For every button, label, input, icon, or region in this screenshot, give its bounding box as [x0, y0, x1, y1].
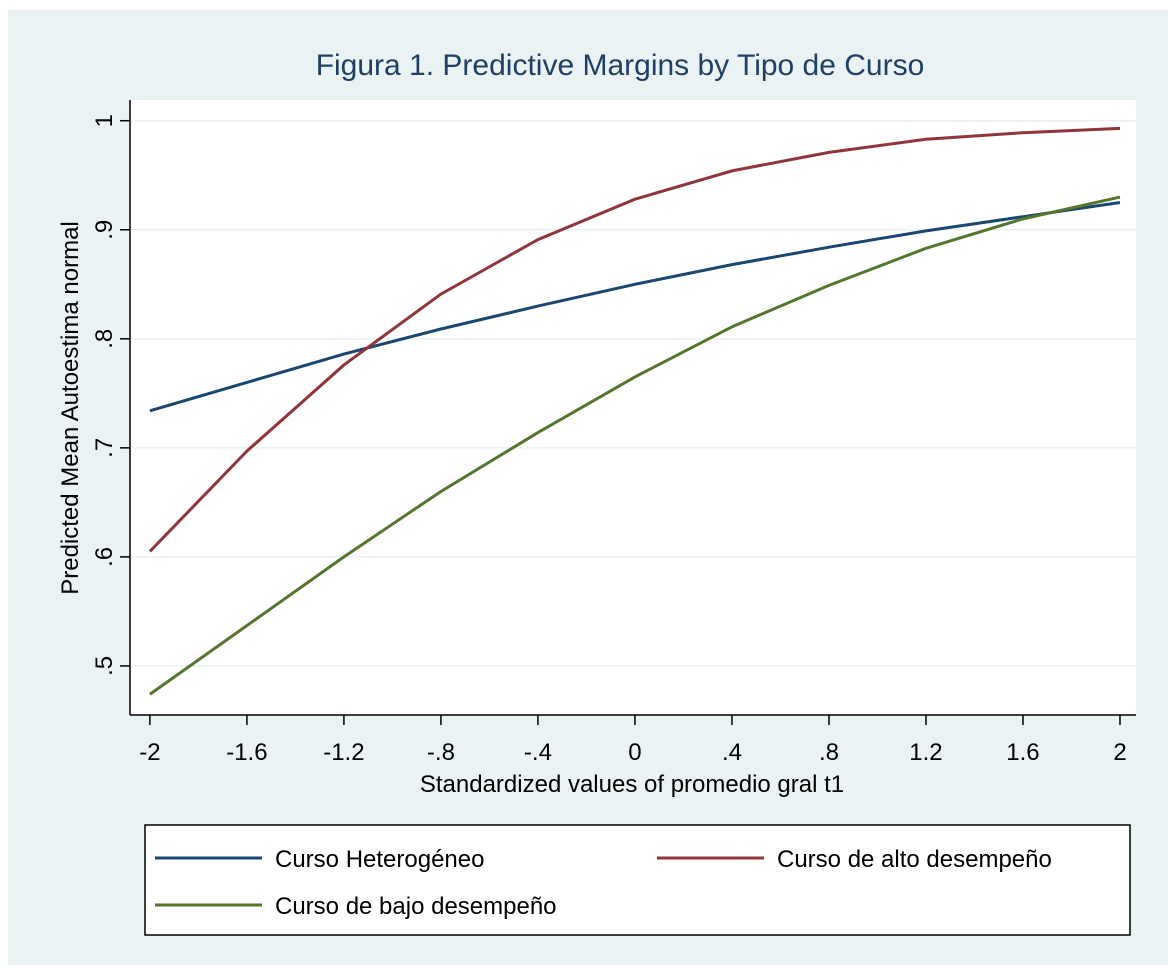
y-axis-label: Predicted Mean Autoestima normal [57, 221, 84, 595]
y-tick-label: .8 [91, 329, 118, 349]
y-tick-label: .9 [91, 220, 118, 240]
x-tick-label: -2 [139, 739, 160, 766]
x-tick-label: 1.2 [909, 739, 942, 766]
y-tick-label: 1 [91, 114, 118, 127]
x-tick-label: -1.2 [323, 739, 364, 766]
plot-area [130, 100, 1136, 715]
chart-title: Figura 1. Predictive Margins by Tipo de … [316, 49, 925, 82]
legend-label: Curso de alto desempeño [777, 846, 1052, 873]
y-tick-label: .5 [91, 656, 118, 676]
y-tick-label: .6 [91, 547, 118, 567]
x-tick-label: 0 [628, 739, 641, 766]
series-line [149, 195, 1121, 696]
x-tick-label: .8 [819, 739, 839, 766]
legend-label: Curso Heterogéneo [275, 846, 484, 873]
x-tick-label: -1.6 [226, 739, 267, 766]
x-tick-label: -.8 [427, 739, 455, 766]
x-axis-label: Standardized values of promedio gral t1 [420, 771, 844, 798]
series-line [148, 126, 1121, 553]
plot-layer: .5 .6 .7 .8 .9 1 -2 -1.6 -1.2 -.8 -.4 0 .4 .8 1.2 1.6 2 C… [91, 100, 1136, 920]
legend-box [144, 824, 1131, 936]
series-line [149, 201, 1121, 413]
legend-label: Curso de bajo desempeño [275, 893, 557, 920]
x-tick-label: .4 [722, 739, 742, 766]
x-tick-label: 1.6 [1006, 739, 1039, 766]
y-tick-label: .7 [91, 438, 118, 458]
x-tick-label: -.4 [524, 739, 552, 766]
x-tick-label: 2 [1113, 739, 1126, 766]
